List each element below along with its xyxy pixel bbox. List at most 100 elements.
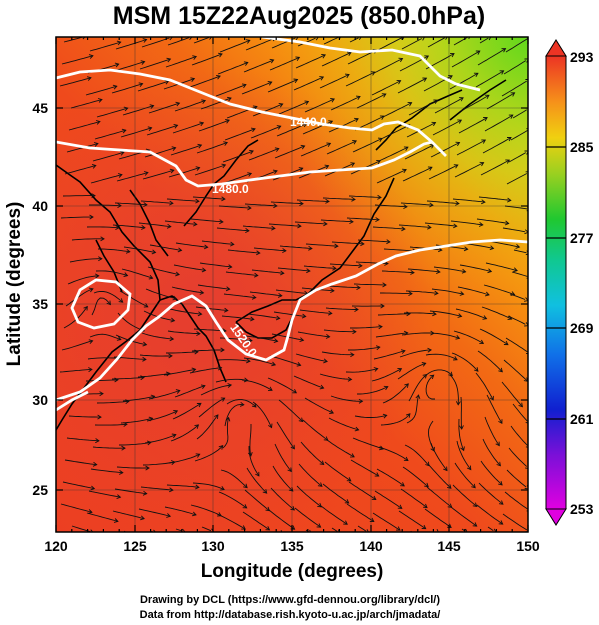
streamline	[326, 439, 355, 458]
streamline-arrowhead	[525, 464, 528, 469]
streamline	[61, 340, 93, 351]
streamline-arrowhead	[282, 248, 287, 254]
contour-label-1440: 1440.0	[290, 115, 327, 129]
streamline-arrowhead	[169, 168, 175, 174]
streamline-arrowhead	[504, 220, 510, 226]
streamline	[298, 463, 323, 487]
streamline	[140, 486, 173, 491]
streamline	[320, 505, 348, 525]
streamline	[511, 271, 528, 277]
streamline	[406, 395, 419, 424]
streamline	[372, 512, 401, 531]
streamline	[277, 267, 310, 272]
streamline	[477, 48, 506, 66]
streamline-arrowhead	[195, 198, 200, 204]
streamline	[424, 222, 457, 227]
streamline-arrowhead	[356, 285, 361, 290]
streamline	[402, 166, 433, 182]
streamline	[224, 128, 256, 141]
streamline	[173, 264, 206, 271]
streamline	[244, 489, 270, 512]
streamline-arrowhead	[273, 203, 278, 209]
streamline	[295, 353, 328, 362]
streamline	[92, 151, 124, 162]
streamline	[269, 56, 300, 71]
streamline-arrowhead	[121, 128, 127, 134]
streamline-arrowhead	[165, 371, 171, 377]
streamline	[89, 41, 121, 52]
streamline-arrowhead	[267, 81, 273, 86]
streamline-arrowhead	[86, 76, 92, 81]
streamline	[331, 527, 338, 532]
streamline-arrowhead	[296, 362, 302, 367]
streamline	[94, 129, 126, 140]
streamline-arrowhead	[436, 269, 441, 275]
streamline-arrowhead	[295, 56, 301, 61]
streamline	[85, 379, 119, 382]
streamline	[508, 447, 528, 467]
streamline-arrowhead	[351, 196, 356, 202]
streamline-arrowhead	[325, 198, 330, 204]
streamline-arrowhead	[250, 316, 255, 322]
streamline	[147, 266, 180, 276]
streamline	[346, 217, 380, 221]
streamline-arrowhead	[420, 37, 426, 41]
streamline-arrowhead	[499, 70, 505, 75]
streamline-arrowhead	[116, 40, 122, 46]
colorbar-bar	[545, 55, 567, 510]
streamline	[404, 444, 430, 467]
streamline	[89, 204, 122, 207]
streamline-arrowhead	[90, 529, 94, 532]
streamline-arrowhead	[269, 58, 275, 64]
streamline-arrowhead	[121, 445, 126, 451]
streamline-arrowhead	[88, 367, 93, 373]
streamline	[116, 172, 149, 182]
x-tick-label: 135	[280, 538, 304, 554]
streamline	[331, 241, 364, 245]
streamline-arrowhead	[277, 292, 283, 298]
streamline-arrowhead	[196, 331, 201, 336]
streamline	[512, 109, 527, 119]
streamline	[483, 284, 515, 296]
streamline	[480, 159, 510, 176]
streamline-arrowhead	[295, 37, 299, 41]
streamline-arrowhead	[330, 288, 335, 294]
streamline-arrowhead	[169, 37, 173, 41]
streamline-arrowhead	[424, 482, 429, 488]
streamline-arrowhead	[100, 236, 105, 242]
streamline-arrowhead	[214, 414, 219, 419]
streamline	[508, 152, 527, 163]
streamline	[243, 357, 276, 366]
streamline	[377, 313, 411, 316]
streamline-arrowhead	[453, 356, 458, 361]
streamline	[485, 262, 518, 272]
streamline	[138, 222, 171, 228]
streamline-arrowhead	[346, 51, 352, 56]
streamline-arrowhead	[472, 522, 478, 527]
streamline-arrowhead	[301, 313, 307, 319]
streamline-arrowhead	[93, 142, 99, 147]
streamline-arrowhead	[402, 37, 405, 41]
streamline	[145, 288, 177, 300]
streamline-arrowhead	[377, 194, 382, 200]
streamline	[330, 96, 361, 111]
streamline-arrowhead	[192, 55, 198, 60]
streamline-arrowhead	[401, 226, 406, 232]
streamline	[479, 37, 489, 44]
y-tick-label: 45	[32, 100, 48, 116]
streamline	[322, 197, 356, 200]
streamline	[165, 56, 197, 68]
streamline-arrowhead	[255, 471, 260, 477]
streamline-arrowhead	[247, 172, 253, 177]
streamline-arrowhead	[379, 445, 384, 451]
streamline	[168, 453, 200, 464]
streamline-arrowhead	[170, 317, 176, 323]
y-tick-label: 25	[32, 482, 48, 498]
streamline	[67, 275, 99, 285]
streamline-arrowhead	[421, 524, 427, 530]
streamline	[270, 487, 295, 511]
streamline-arrowhead	[252, 105, 258, 110]
streamline-arrowhead	[182, 528, 186, 532]
streamline	[424, 508, 452, 528]
